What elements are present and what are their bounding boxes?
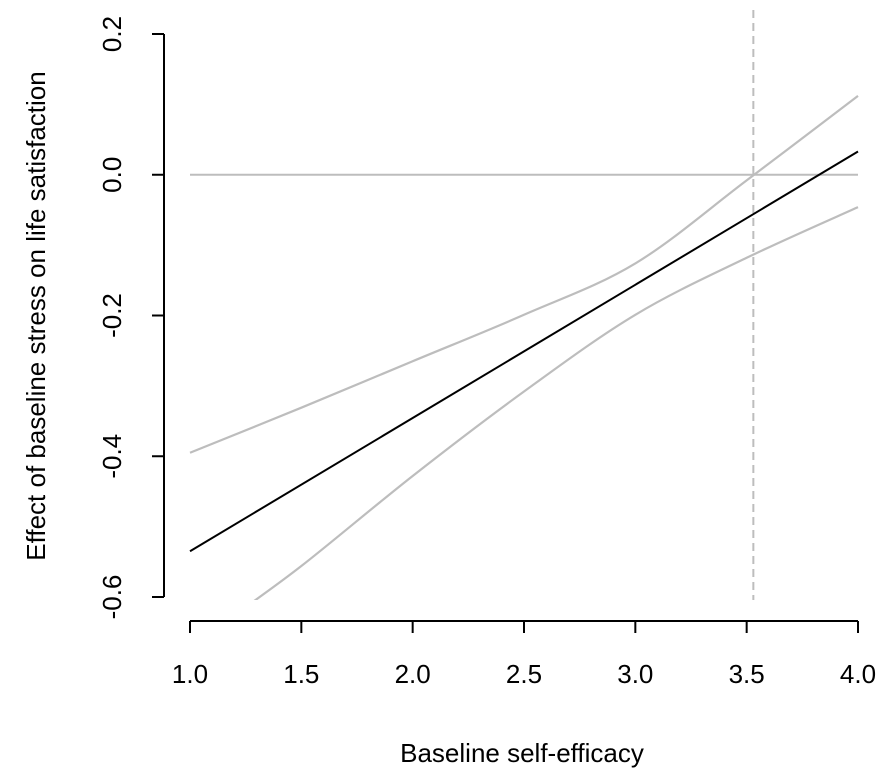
x-tick-label: 2.0 — [395, 659, 431, 689]
upper-bound-line — [189, 95, 859, 454]
x-axis-title: Baseline self-efficacy — [400, 738, 644, 768]
y-tick-label: -0.2 — [97, 293, 127, 338]
y-tick-label: -0.4 — [97, 434, 127, 479]
x-tick-label: 3.0 — [617, 659, 653, 689]
estimate-line — [189, 150, 859, 553]
x-tick-label: 3.5 — [729, 659, 765, 689]
x-tick-label: 2.5 — [506, 659, 542, 689]
x-tick-label: 1.5 — [283, 659, 319, 689]
lower-bound-line — [253, 206, 859, 600]
series-lines — [189, 95, 859, 600]
reference-lines — [190, 10, 858, 600]
x-tick-label: 1.0 — [172, 659, 208, 689]
y-tick-label: 0.2 — [97, 16, 127, 52]
axes: 1.0 1.5 2.0 2.5 3.0 3.5 4.0 -0.6 -0.4 -0.2 0.0 0.2 — [97, 16, 876, 689]
y-axis-title: Effect of baseline stress on life satisf… — [21, 71, 51, 560]
y-tick-label: 0.0 — [97, 157, 127, 193]
y-tick-label: -0.6 — [97, 575, 127, 620]
x-tick-label: 4.0 — [840, 659, 876, 689]
